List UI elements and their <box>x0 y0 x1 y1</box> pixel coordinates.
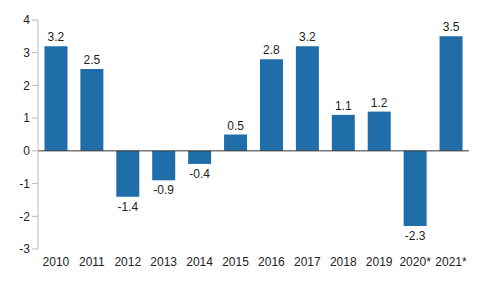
svg-text:2: 2 <box>23 79 30 93</box>
svg-text:1.2: 1.2 <box>371 96 388 110</box>
svg-text:-0.4: -0.4 <box>189 167 210 181</box>
svg-text:-1: -1 <box>19 177 30 191</box>
svg-text:2011: 2011 <box>79 255 105 269</box>
svg-text:2012: 2012 <box>114 255 141 269</box>
svg-text:2014: 2014 <box>186 255 213 269</box>
svg-text:2015: 2015 <box>222 255 249 269</box>
svg-text:-1.4: -1.4 <box>117 200 138 214</box>
svg-text:3.2: 3.2 <box>48 30 65 44</box>
svg-text:-2.3: -2.3 <box>405 229 426 243</box>
svg-text:1: 1 <box>23 111 30 125</box>
svg-text:0.5: 0.5 <box>227 119 244 133</box>
svg-text:2018: 2018 <box>330 255 357 269</box>
svg-text:-2: -2 <box>19 210 30 224</box>
svg-text:2021*: 2021* <box>435 255 467 269</box>
svg-text:2016: 2016 <box>258 255 285 269</box>
svg-text:2017: 2017 <box>294 255 321 269</box>
svg-text:3.5: 3.5 <box>443 20 460 34</box>
svg-text:2010: 2010 <box>43 255 70 269</box>
svg-text:-0.9: -0.9 <box>153 183 174 197</box>
svg-text:2013: 2013 <box>150 255 177 269</box>
svg-text:3.2: 3.2 <box>299 30 316 44</box>
svg-text:2.5: 2.5 <box>84 53 101 67</box>
svg-text:3: 3 <box>23 46 30 60</box>
svg-text:4: 4 <box>23 13 30 27</box>
svg-text:-3: -3 <box>19 242 30 256</box>
svg-text:1.1: 1.1 <box>335 99 352 113</box>
svg-text:2019: 2019 <box>366 255 393 269</box>
svg-text:2.8: 2.8 <box>263 43 280 57</box>
svg-text:2020*: 2020* <box>399 255 431 269</box>
svg-text:0: 0 <box>23 144 30 158</box>
